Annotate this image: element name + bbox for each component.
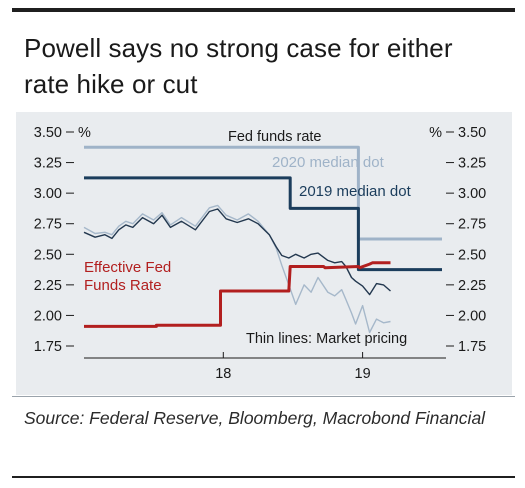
line-chart: 3.50 3.50 3.25 3.25 3.00 3.00 2.75 2.75 2.50 2.50…: [34, 125, 486, 382]
label-2020-median-dot: 2020 median dot: [272, 154, 385, 171]
source-divider: [12, 396, 515, 397]
x-tick-label: 19: [355, 366, 371, 382]
label-effective-line-1: Effective Fed: [84, 259, 171, 276]
label-effective-fed-funds-rate: Effective Fed Funds Rate: [84, 259, 171, 294]
label-market-pricing: Thin lines: Market pricing: [246, 331, 407, 347]
y-tick-label-left: 1.75: [34, 339, 62, 355]
y-tick-label-right: 3.25: [458, 156, 486, 172]
y-tick-label-right: 2.25: [458, 278, 486, 294]
chart-title: Powell says no strong case for either ra…: [24, 33, 453, 99]
y-tick-label-right: 3.50: [458, 125, 486, 141]
top-rule: [12, 8, 515, 12]
y-tick-label-left: 2.00: [34, 308, 62, 324]
bottom-rule: [12, 476, 515, 478]
y-tick-label-left: 2.25: [34, 278, 62, 294]
y-axis-unit-right: %: [429, 125, 442, 141]
series-2020-median-dot: [84, 145, 442, 241]
y-tick-label-left: 3.50: [34, 125, 62, 141]
y-tick-label-left: 3.00: [34, 186, 62, 202]
y-axis-unit-left: %: [78, 125, 91, 141]
series-market-pricing-2019: [83, 208, 391, 296]
chart-panel: 3.50 3.50 3.25 3.25 3.00 3.00 2.75 2.75 2.50 2.50…: [16, 112, 512, 395]
y-tick-label-left: 2.75: [34, 217, 62, 233]
y-tick-label-right: 3.00: [458, 186, 486, 202]
source-note: Source: Federal Reserve, Bloomberg, Macr…: [24, 408, 486, 428]
x-tick-label: 18: [215, 366, 231, 382]
series-2019-median-dot: [84, 176, 442, 272]
y-tick-label-right: 1.75: [458, 339, 486, 355]
y-tick-label-left: 3.25: [34, 156, 62, 172]
series-market-pricing-2020: [83, 204, 391, 334]
label-2019-median-dot: 2019 median dot: [299, 183, 412, 200]
series-effective-fed-funds-rate: [84, 261, 391, 328]
label-effective-line-2: Funds Rate: [84, 277, 162, 294]
label-fed-funds-rate: Fed funds rate: [228, 129, 322, 145]
y-tick-label-right: 2.00: [458, 308, 486, 324]
y-tick-label-right: 2.75: [458, 217, 486, 233]
y-tick-label-right: 2.50: [458, 247, 486, 263]
y-tick-label-left: 2.50: [34, 247, 62, 263]
